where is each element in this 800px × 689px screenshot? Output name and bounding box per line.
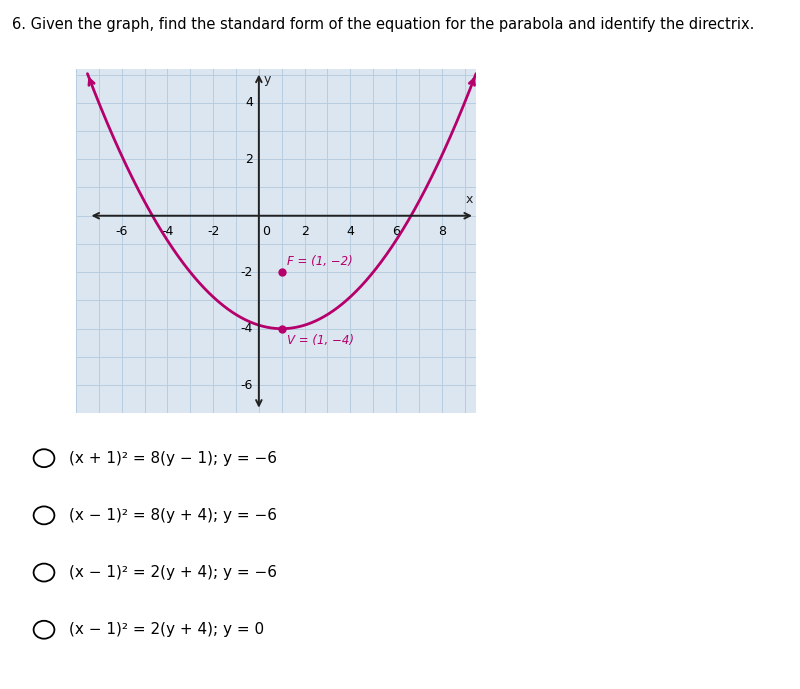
Text: -4: -4 [162, 225, 174, 238]
Text: F = (1, −2): F = (1, −2) [287, 255, 353, 268]
Text: 6. Given the graph, find the standard form of the equation for the parabola and : 6. Given the graph, find the standard fo… [12, 17, 754, 32]
Text: -2: -2 [207, 225, 219, 238]
Text: x: x [465, 193, 473, 206]
Text: -2: -2 [241, 266, 253, 279]
Text: V = (1, −4): V = (1, −4) [287, 334, 354, 347]
Text: 2: 2 [246, 153, 253, 166]
Text: -4: -4 [241, 322, 253, 335]
Text: 4: 4 [346, 225, 354, 238]
Text: (x − 1)² = 2(y + 4); y = −6: (x − 1)² = 2(y + 4); y = −6 [69, 565, 277, 580]
Text: 8: 8 [438, 225, 446, 238]
Text: -6: -6 [241, 379, 253, 391]
Text: 6: 6 [392, 225, 400, 238]
Text: (x + 1)² = 8(y − 1); y = −6: (x + 1)² = 8(y − 1); y = −6 [69, 451, 277, 466]
Text: 4: 4 [246, 96, 253, 110]
Text: (x − 1)² = 8(y + 4); y = −6: (x − 1)² = 8(y + 4); y = −6 [69, 508, 277, 523]
Text: 2: 2 [301, 225, 309, 238]
Text: -6: -6 [115, 225, 128, 238]
Text: (x − 1)² = 2(y + 4); y = 0: (x − 1)² = 2(y + 4); y = 0 [69, 622, 264, 637]
Text: y: y [264, 73, 271, 86]
Text: 0: 0 [262, 225, 270, 238]
